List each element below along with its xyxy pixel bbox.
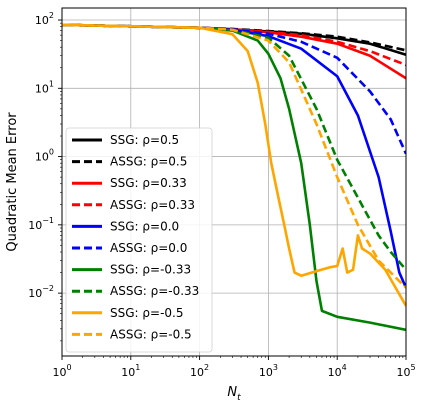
x-tick-label: 103 bbox=[259, 363, 278, 379]
legend: SSG: ρ=0.5 ASSG: ρ=0.5 SSG: ρ=0.33 ASSG: ρ=… bbox=[65, 127, 213, 353]
y-axis-label: Quadratic Mean Error bbox=[5, 112, 20, 252]
legend-label-4: SSG: ρ=0.0 bbox=[110, 219, 179, 233]
x-tick-label: 104 bbox=[328, 363, 347, 379]
legend-label-0: SSG: ρ=0.5 bbox=[110, 133, 179, 147]
x-tick-label: 101 bbox=[121, 363, 140, 379]
y-tick-label: 10−2 bbox=[28, 284, 54, 300]
series-line-8 bbox=[62, 23, 406, 307]
legend-label-7: ASSG: ρ=-0.33 bbox=[110, 284, 199, 298]
legend-box bbox=[65, 127, 213, 353]
y-tick-label: 100 bbox=[35, 148, 54, 164]
legend-label-2: SSG: ρ=0.33 bbox=[110, 176, 187, 190]
series-layer bbox=[62, 23, 406, 332]
legend-label-1: ASSG: ρ=0.5 bbox=[110, 155, 187, 169]
legend-label-3: ASSG: ρ=0.33 bbox=[110, 198, 195, 212]
y-tick-label: 102 bbox=[35, 11, 54, 27]
x-axis-label: Nt bbox=[227, 385, 241, 403]
legend-label-9: ASSG: ρ=-0.5 bbox=[110, 327, 192, 341]
legend-label-5: ASSG: ρ=0.0 bbox=[110, 241, 187, 255]
x-tick-label: 105 bbox=[396, 363, 415, 379]
plot-frame bbox=[61, 7, 407, 357]
y-tick-label: 10−1 bbox=[28, 216, 54, 232]
series-line-9 bbox=[62, 23, 406, 289]
legend-label-8: SSG: ρ=-0.5 bbox=[110, 306, 183, 320]
y-tick-label: 101 bbox=[35, 79, 54, 95]
x-tick-label: 102 bbox=[190, 363, 209, 379]
legend-label-6: SSG: ρ=-0.33 bbox=[110, 263, 191, 277]
x-tick-label: 100 bbox=[52, 363, 71, 379]
axes-layer: 100 101 102 103 104 105 10−2 10−1 100 101 102 Nt Qua… bbox=[5, 7, 416, 403]
